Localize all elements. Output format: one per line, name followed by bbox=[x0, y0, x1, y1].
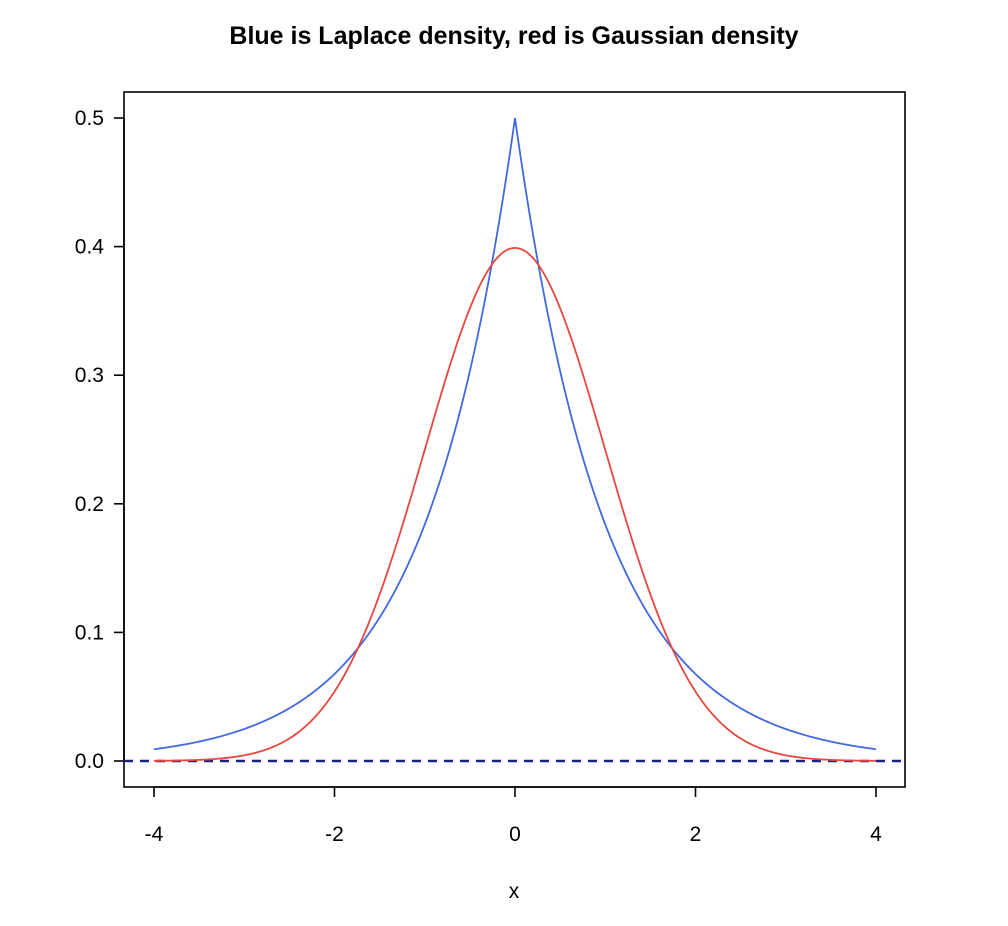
y-tick-label: 0.4 bbox=[75, 236, 105, 259]
x-tick-label: -2 bbox=[325, 823, 344, 846]
y-axis: 0.0 0.1 0.2 0.3 0.4 0.5 bbox=[75, 107, 125, 773]
y-tick-label: 0.5 bbox=[75, 107, 104, 130]
y-tick-label: 0.1 bbox=[75, 621, 104, 644]
chart-title: Blue is Laplace density, red is Gaussian… bbox=[229, 22, 798, 50]
x-tick-label: 2 bbox=[690, 823, 702, 846]
y-tick-label: 0.0 bbox=[75, 750, 104, 773]
x-tick-label: -4 bbox=[145, 823, 164, 846]
y-tick-label: 0.3 bbox=[75, 364, 104, 387]
x-axis-label: x bbox=[509, 880, 520, 903]
laplace-density-curve bbox=[153, 117, 877, 751]
plot-frame bbox=[123, 91, 906, 788]
x-tick-label: 4 bbox=[870, 823, 882, 846]
x-axis: -4 -2 0 2 4 bbox=[145, 786, 882, 846]
gaussian-density-curve bbox=[153, 247, 877, 762]
x-tick-label: 0 bbox=[509, 823, 521, 846]
y-tick-label: 0.2 bbox=[75, 493, 104, 516]
density-curves bbox=[153, 117, 877, 762]
